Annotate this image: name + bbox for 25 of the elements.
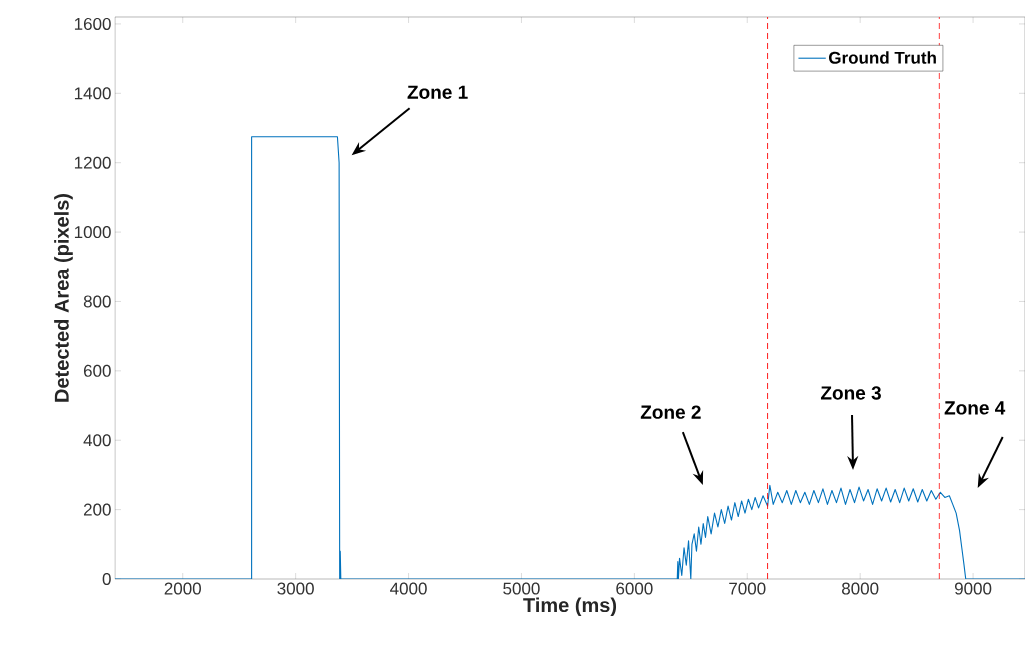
x-axis-title: Time (ms) [523, 597, 617, 617]
x-tick-label: 2000 [164, 582, 201, 595]
y-tick-label: 1400 [74, 87, 111, 100]
x-tick-label: 8000 [842, 582, 879, 595]
legend-label: Ground Truth [829, 51, 936, 64]
annotation: Zone 4 [944, 401, 1006, 415]
annotation: Zone 3 [820, 386, 881, 400]
annotation: Zone 1 [407, 85, 468, 99]
line-series [115, 136, 1025, 579]
x-tick-label: 9000 [954, 582, 992, 595]
y-tick-label: 600 [83, 364, 111, 377]
y-tick-label: 1200 [74, 156, 111, 169]
x-tick-label: 6000 [616, 582, 653, 595]
y-tick-label: 1600 [74, 17, 111, 30]
y-tick-label: 800 [83, 295, 111, 308]
y-tick-label: 200 [83, 503, 111, 516]
annotation: Zone 2 [640, 405, 701, 419]
y-axis-title: Detected Area (pixels) [54, 194, 73, 402]
x-tick-label: 4000 [390, 582, 427, 595]
y-tick-label: 0 [102, 572, 111, 586]
x-tick-label: 3000 [277, 582, 314, 595]
x-tick-label: 5000 [503, 582, 540, 595]
y-tick-label: 400 [83, 434, 111, 447]
y-tick-label: 1000 [74, 226, 111, 239]
x-tick-label: 7000 [729, 582, 766, 595]
